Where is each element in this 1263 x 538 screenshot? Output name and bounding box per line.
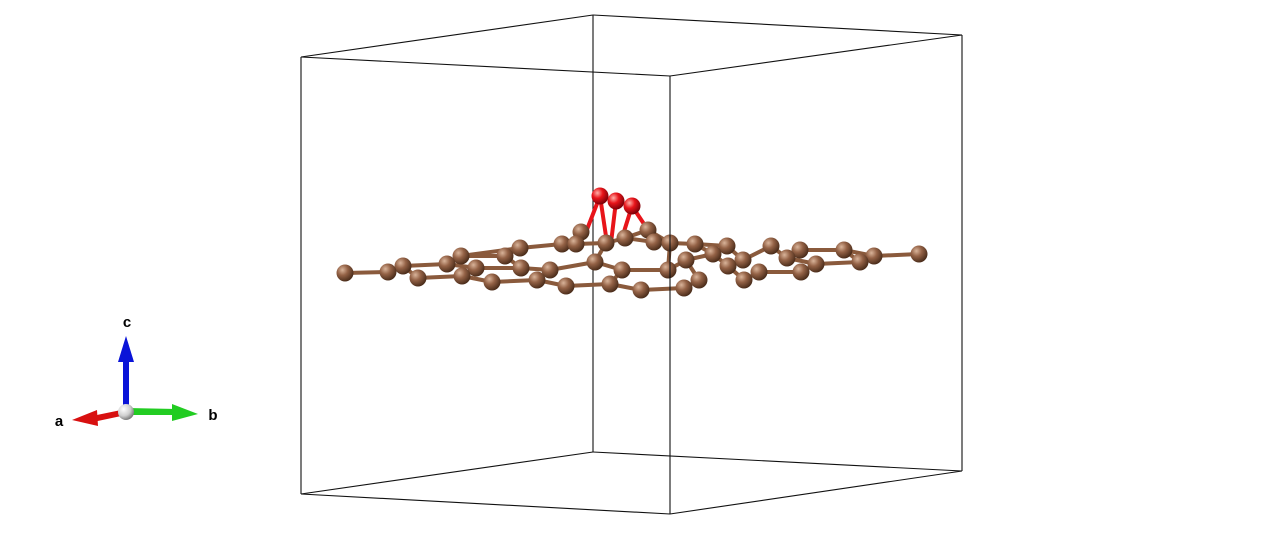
a-axis-head: [72, 410, 98, 426]
b-axis-head: [172, 404, 198, 421]
carbon-atom[interactable]: [438, 255, 456, 273]
carbon-atom[interactable]: [586, 253, 604, 271]
carbon-atom[interactable]: [735, 271, 753, 289]
a-axis-shaft: [92, 409, 126, 422]
carbon-atom[interactable]: [835, 241, 853, 259]
carbon-atom[interactable]: [719, 257, 737, 275]
carbon-atom[interactable]: [632, 281, 650, 299]
carbon-atom[interactable]: [379, 263, 397, 281]
c-axis-label: c: [123, 314, 131, 331]
carbon-atom[interactable]: [851, 253, 869, 271]
carbon-atom[interactable]: [778, 249, 796, 267]
carbon-atom[interactable]: [512, 259, 530, 277]
unit-cell-front-edges: [300, 34, 963, 515]
unit-cell-back-edges: [300, 14, 963, 495]
axis-triad: c b a: [55, 314, 218, 430]
oxygen-atom[interactable]: [623, 197, 641, 215]
carbon-atom[interactable]: [541, 261, 559, 279]
carbon-atom[interactable]: [677, 251, 695, 269]
carbon-atom[interactable]: [645, 233, 663, 251]
b-axis-shaft: [126, 408, 177, 415]
carbon-atom[interactable]: [597, 234, 615, 252]
c-axis-head: [118, 336, 134, 362]
carbon-atom[interactable]: [792, 263, 810, 281]
carbon-atom[interactable]: [452, 247, 470, 265]
carbon-atom[interactable]: [718, 237, 736, 255]
carbon-atom[interactable]: [750, 263, 768, 281]
b-axis-arrow: [126, 404, 198, 421]
a-axis-label: a: [55, 413, 64, 430]
carbon-atom[interactable]: [496, 247, 514, 265]
carbon-atom[interactable]: [336, 264, 354, 282]
c-axis-arrow: [118, 336, 134, 411]
carbon-atom[interactable]: [910, 245, 928, 263]
carbon-atom[interactable]: [467, 259, 485, 277]
carbon-atom[interactable]: [690, 271, 708, 289]
oxygen-atom[interactable]: [591, 187, 609, 205]
atom-layer: [336, 187, 928, 299]
oxygen-atom[interactable]: [607, 192, 625, 210]
carbon-atom[interactable]: [567, 235, 585, 253]
carbon-atom[interactable]: [659, 261, 677, 279]
carbon-atom[interactable]: [553, 235, 571, 253]
carbon-atom[interactable]: [704, 245, 722, 263]
carbon-atom[interactable]: [616, 229, 634, 247]
c-axis-shaft: [123, 357, 129, 411]
carbon-atom[interactable]: [511, 239, 529, 257]
carbon-atom[interactable]: [613, 261, 631, 279]
a-axis-arrow: [72, 409, 126, 426]
carbon-atom[interactable]: [409, 269, 427, 287]
b-axis-label: b: [208, 407, 217, 424]
carbon-atom[interactable]: [686, 235, 704, 253]
carbon-atom[interactable]: [807, 255, 825, 273]
carbon-atom[interactable]: [675, 279, 693, 297]
carbon-atom[interactable]: [762, 237, 780, 255]
carbon-atom[interactable]: [528, 271, 546, 289]
carbon-atom[interactable]: [865, 247, 883, 265]
carbon-atom[interactable]: [453, 267, 471, 285]
axis-origin-sphere: [118, 404, 134, 420]
carbon-atom[interactable]: [557, 277, 575, 295]
carbon-atom[interactable]: [394, 257, 412, 275]
carbon-atom[interactable]: [483, 273, 501, 291]
carbon-atom[interactable]: [601, 275, 619, 293]
carbon-atom[interactable]: [791, 241, 809, 259]
carbon-atom[interactable]: [734, 251, 752, 269]
